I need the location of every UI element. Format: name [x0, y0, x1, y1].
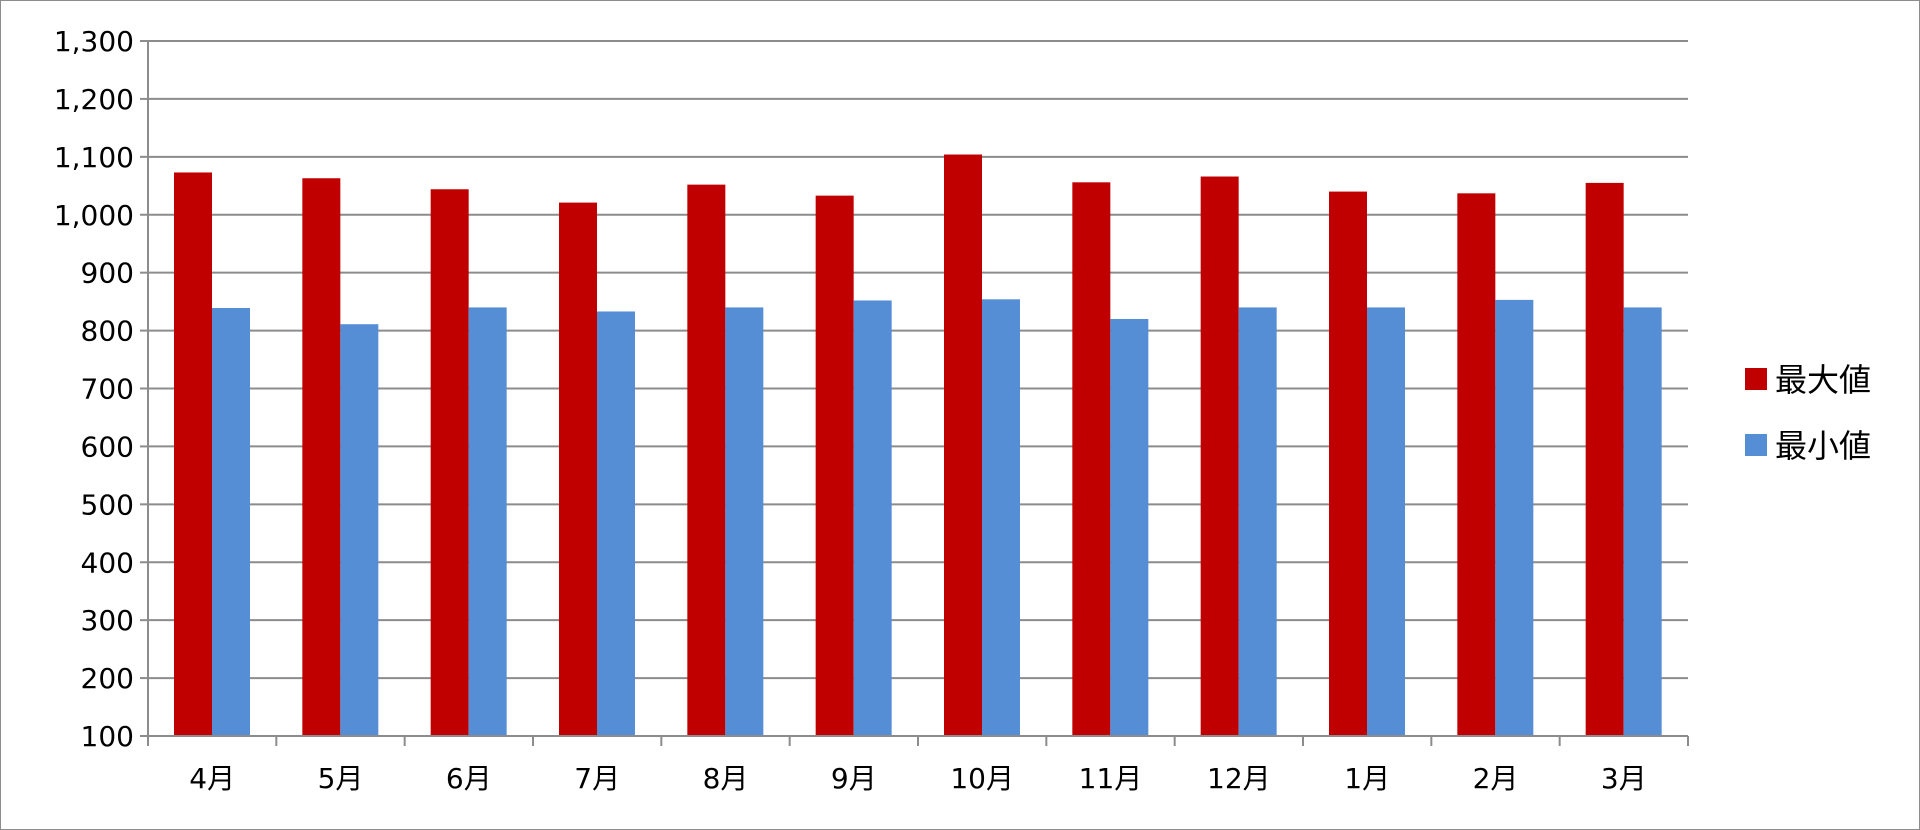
x-tick-label: 12月 — [1207, 762, 1271, 795]
y-tick-label: 500 — [81, 488, 134, 521]
bar-max — [559, 202, 597, 736]
bar-min — [468, 307, 507, 736]
legend-label: 最小値 — [1775, 427, 1871, 465]
bar-min — [1110, 319, 1149, 736]
y-tick-label: 1,000 — [54, 199, 134, 232]
bar-max — [1457, 193, 1496, 737]
bar-max — [1585, 182, 1624, 737]
legend-swatch — [1745, 368, 1767, 390]
y-tick-label: 1,300 — [54, 25, 134, 58]
gridlines — [148, 40, 1688, 680]
axes — [140, 40, 1689, 746]
legend-swatch — [1745, 434, 1767, 456]
x-tick-label: 10月 — [950, 762, 1014, 795]
legend-label: 最大値 — [1775, 361, 1871, 399]
bar-min — [340, 324, 379, 736]
y-tick-label: 100 — [81, 720, 134, 753]
y-tick-label: 200 — [81, 662, 134, 695]
bar-max — [1200, 176, 1239, 736]
bar-min — [597, 311, 635, 736]
bar-max — [174, 172, 212, 737]
bar-max — [944, 154, 982, 736]
y-tick-label: 300 — [81, 604, 134, 637]
x-tick-label: 5月 — [318, 762, 364, 795]
y-tick-label: 800 — [81, 315, 134, 348]
x-tick-label: 8月 — [703, 762, 749, 795]
bar-max — [430, 189, 469, 736]
bar-min — [1238, 307, 1277, 736]
bar-min — [1495, 299, 1534, 736]
bar-max — [1072, 182, 1111, 737]
bar-max — [1329, 191, 1367, 737]
x-tick-label: 6月 — [446, 762, 492, 795]
x-tick-label: 4月 — [189, 762, 235, 795]
bar-min — [853, 300, 892, 736]
y-tick-label: 1,200 — [54, 83, 134, 116]
bar-max — [687, 184, 726, 737]
y-tick-label: 900 — [81, 257, 134, 290]
x-tick-label: 2月 — [1473, 762, 1519, 795]
y-tick-label: 400 — [81, 546, 134, 579]
bar-max — [302, 178, 341, 736]
bar-min — [725, 307, 764, 736]
bar-min — [212, 307, 250, 736]
y-tick-label: 600 — [81, 430, 134, 463]
x-tick-label: 11月 — [1079, 762, 1143, 795]
x-tick-label: 7月 — [574, 762, 620, 795]
x-tick-label: 9月 — [831, 762, 877, 795]
tick-labels: 100 200 300 400 500 600 700 800 900 1,000 1,100 1,2… — [54, 25, 1647, 795]
x-tick-label: 1月 — [1344, 762, 1390, 795]
bar-min — [982, 299, 1020, 736]
y-tick-label: 1,100 — [54, 141, 134, 174]
bar-min — [1367, 307, 1405, 736]
bars — [174, 154, 1662, 737]
bar-max — [815, 195, 854, 736]
bar-min — [1623, 307, 1662, 736]
y-tick-label: 700 — [81, 373, 134, 406]
x-tick-label: 3月 — [1601, 762, 1647, 795]
